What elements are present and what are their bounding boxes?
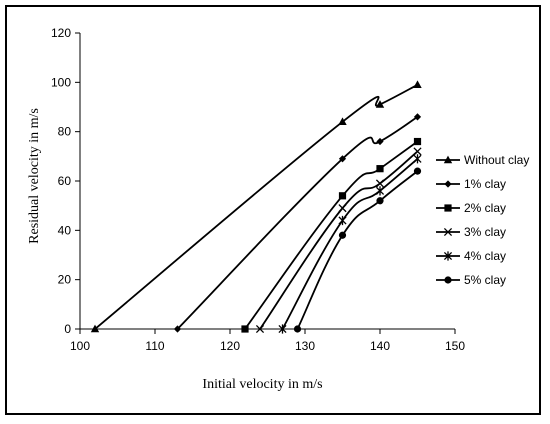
y-tick-label: 100 — [51, 75, 71, 89]
legend-item: 1% clay — [436, 177, 506, 191]
legend-marker — [443, 227, 453, 237]
y-tick-label: 0 — [64, 322, 71, 336]
x-tick-label: 120 — [220, 339, 240, 353]
legend-label: 2% clay — [464, 201, 506, 215]
y-tick-label: 60 — [58, 174, 72, 188]
legend-marker — [444, 204, 452, 212]
data-point — [338, 192, 347, 200]
y-tick-label: 80 — [58, 125, 72, 139]
data-point — [338, 204, 347, 213]
legend-item: 3% clay — [436, 225, 506, 239]
x-tick-label: 130 — [295, 339, 315, 353]
data-point — [173, 325, 182, 333]
legend-item: Without clay — [436, 153, 529, 167]
data-point — [293, 325, 302, 333]
series-line — [259, 150, 419, 330]
series-line — [176, 116, 418, 330]
legend-label: 4% clay — [464, 249, 506, 263]
data-point — [376, 197, 384, 205]
series-line — [296, 170, 419, 330]
x-axis-title: Initial velocity in m/s — [202, 377, 322, 392]
series-line — [94, 84, 418, 330]
data-point — [255, 324, 265, 334]
series-1 — [173, 113, 422, 333]
data-point — [338, 117, 347, 125]
data-point — [90, 324, 100, 333]
data-point — [278, 324, 287, 334]
x-tick-label: 100 — [70, 339, 90, 353]
series-2 — [241, 137, 422, 333]
data-point — [413, 113, 422, 121]
data-point — [375, 100, 385, 108]
legend-label: 3% clay — [464, 225, 506, 239]
legend-marker — [444, 276, 452, 284]
series-line — [244, 140, 419, 330]
axes — [79, 33, 455, 330]
y-tick-label: 40 — [58, 223, 72, 237]
data-point — [376, 165, 384, 173]
legend-item: 4% clay — [436, 249, 506, 263]
data-point — [413, 167, 422, 175]
data-point — [413, 80, 422, 88]
series-0 — [90, 80, 422, 333]
series-layer — [90, 80, 422, 334]
y-axis-title: Residual velocity in m/s — [27, 108, 42, 244]
x-tick-label: 110 — [145, 339, 164, 353]
y-tick-label: 20 — [58, 273, 72, 287]
data-point — [375, 186, 385, 196]
series-line — [281, 158, 419, 330]
legend-label: 5% clay — [464, 273, 506, 287]
data-point — [413, 137, 422, 146]
x-tick-label: 140 — [370, 339, 390, 353]
data-point — [338, 215, 347, 226]
data-point — [338, 231, 347, 239]
axis-ticks: 100 110 120 130 140 150 0 20 40 60 80 100 120 — [51, 26, 465, 353]
data-point — [375, 179, 385, 188]
data-point — [413, 147, 422, 156]
legend-label: Without clay — [464, 153, 529, 167]
legend-marker — [444, 180, 452, 188]
data-point — [338, 155, 347, 163]
series-5 — [293, 167, 422, 333]
series-4 — [278, 154, 422, 334]
legend-marker — [443, 155, 453, 164]
legend-label: 1% clay — [464, 177, 506, 191]
legend-marker — [443, 251, 453, 261]
series-3 — [255, 147, 422, 334]
y-tick-label: 120 — [51, 26, 71, 40]
legend-item: 5% clay — [436, 273, 506, 287]
legend: Without clay 1% clay 2% clay 3% clay 4% clay… — [436, 153, 529, 287]
legend-item: 2% clay — [436, 201, 506, 215]
data-point — [413, 154, 422, 164]
chart-frame — [5, 5, 541, 415]
data-point — [241, 325, 249, 333]
data-point — [376, 137, 384, 146]
x-tick-label: 150 — [445, 339, 465, 353]
